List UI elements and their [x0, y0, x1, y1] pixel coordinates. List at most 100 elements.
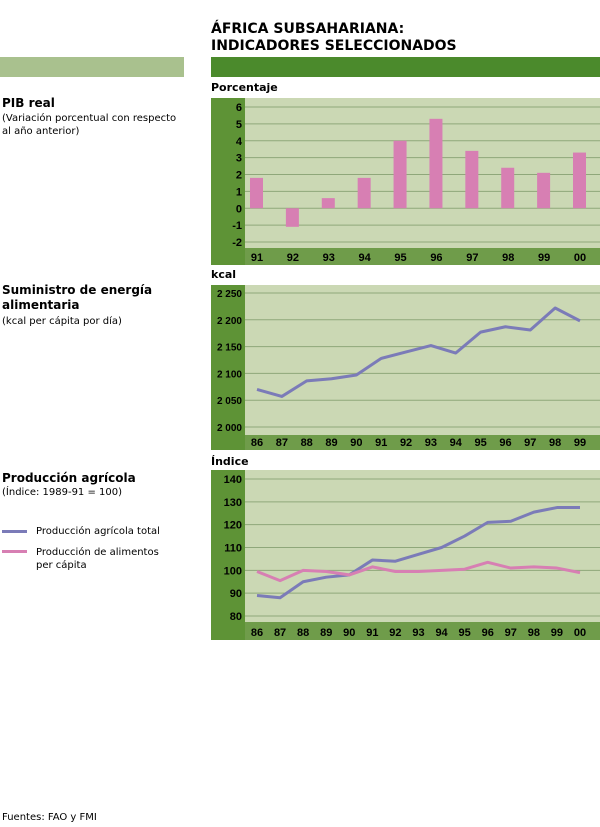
bar-99	[537, 172, 551, 209]
x-tick-label: 96	[482, 627, 494, 639]
x-tick-label: 00	[574, 252, 586, 264]
x-tick-label: 94	[435, 627, 448, 639]
x-tick-label: 92	[400, 437, 412, 449]
bar-92	[285, 208, 299, 227]
y-tick-label: 1	[236, 186, 242, 198]
y-tick-label: 120	[224, 520, 242, 532]
x-tick-label: 95	[474, 437, 486, 449]
y-tick-label: 130	[224, 497, 242, 509]
x-tick-label: 94	[450, 437, 463, 449]
x-axis-strip	[245, 248, 600, 265]
bar-97	[465, 150, 479, 209]
x-tick-label: 91	[375, 437, 387, 449]
plot-area	[245, 470, 600, 622]
y-tick-label: 110	[224, 543, 242, 555]
unit-label-energy: kcal	[211, 268, 237, 281]
x-tick-label: 86	[251, 627, 263, 639]
y-tick-label: 2 250	[217, 289, 242, 300]
x-tick-label: 97	[524, 437, 536, 449]
series-line-1	[256, 506, 580, 600]
y-tick-label: 80	[230, 611, 242, 623]
unit-label-gdp: Porcentaje	[211, 81, 278, 94]
x-tick-label: 89	[325, 437, 337, 449]
y-tick-label: 3	[236, 153, 242, 165]
x-tick-label: 93	[425, 437, 437, 449]
y-tick-label: 5	[236, 119, 242, 131]
x-tick-label: 94	[359, 252, 372, 264]
x-tick-label: 95	[459, 627, 471, 639]
bar-00	[573, 152, 586, 209]
section-subtitle-gdp: (Variación porcentual con respecto al añ…	[2, 113, 177, 137]
x-tick-label: 91	[251, 252, 263, 264]
y-axis-panel	[211, 470, 245, 640]
x-tick-label: 99	[551, 627, 563, 639]
x-tick-label: 92	[287, 252, 299, 264]
y-tick-label: 2	[236, 170, 242, 182]
x-tick-label: 96	[499, 437, 511, 449]
bar-91	[250, 177, 263, 209]
source-note: Fuentes: FAO y FMI	[2, 812, 97, 823]
y-tick-label: -1	[232, 220, 242, 232]
y-axis-panel	[211, 98, 245, 265]
title-line-2: INDICADORES SELECCIONADOS	[211, 38, 457, 54]
bar-95	[393, 140, 407, 209]
y-tick-label: 6	[236, 102, 242, 114]
y-tick-label: 4	[236, 136, 243, 148]
y-tick-label: 90	[230, 588, 242, 600]
y-axis-panel	[211, 285, 245, 450]
x-tick-label: 89	[320, 627, 332, 639]
legend-label-percapita: Producción de alimentos per cápita	[36, 547, 159, 571]
y-tick-label: 140	[224, 474, 242, 486]
y-tick-label: 2 100	[217, 369, 242, 380]
x-tick-label: 96	[430, 252, 442, 264]
y-tick-label: 2 150	[217, 343, 242, 354]
right-header-band	[211, 57, 600, 77]
x-tick-label: 88	[301, 437, 313, 449]
legend-label-total: Producción agrícola total	[36, 526, 160, 537]
bar-96	[429, 118, 443, 209]
x-tick-label: 93	[412, 627, 424, 639]
x-tick-label: 98	[549, 437, 561, 449]
x-tick-label: 93	[323, 252, 335, 264]
y-tick-label: 0	[236, 203, 242, 215]
series-line-1	[256, 306, 581, 398]
y-tick-label: 100	[224, 565, 242, 577]
x-tick-label: 92	[389, 627, 401, 639]
section-title-agri: Producción agrícola	[2, 471, 136, 485]
x-tick-label: 99	[538, 252, 550, 264]
x-tick-label: 87	[274, 627, 286, 639]
legend-swatch-percapita	[2, 550, 27, 553]
x-tick-label: 90	[350, 437, 362, 449]
x-tick-label: 86	[251, 437, 263, 449]
section-subtitle-energy: (kcal per cápita por día)	[2, 316, 122, 327]
x-tick-label: 00	[574, 627, 586, 639]
x-tick-label: 99	[574, 437, 586, 449]
series-line-2	[256, 560, 581, 583]
x-tick-label: 88	[297, 627, 309, 639]
x-tick-label: 97	[505, 627, 517, 639]
x-tick-label: 90	[343, 627, 355, 639]
y-tick-label: -2	[232, 237, 242, 249]
x-axis-strip	[245, 435, 600, 450]
x-tick-label: 87	[276, 437, 288, 449]
title-line-1: ÁFRICA SUBSAHARIANA:	[211, 21, 405, 37]
x-tick-label: 97	[466, 252, 478, 264]
section-title-energy: Suministro de energía alimentaria	[2, 283, 153, 312]
unit-label-agri: Índice	[211, 455, 249, 468]
legend-swatch-total	[2, 530, 27, 533]
x-tick-label: 95	[394, 252, 406, 264]
y-tick-label: 2 000	[217, 423, 242, 434]
bar-93	[321, 198, 335, 209]
section-subtitle-agri: (Índice: 1989-91 = 100)	[2, 487, 123, 498]
x-tick-label: 91	[366, 627, 378, 639]
y-tick-label: 2 200	[217, 316, 242, 327]
plot-area	[245, 285, 600, 435]
left-header-band	[0, 57, 184, 77]
page-title: ÁFRICA SUBSAHARIANA: INDICADORES SELECCIO…	[211, 21, 457, 55]
bar-98	[501, 167, 515, 209]
x-axis-strip	[245, 622, 600, 640]
y-tick-label: 2 050	[217, 396, 242, 407]
x-tick-label: 98	[502, 252, 514, 264]
section-title-gdp: PIB real	[2, 96, 55, 110]
